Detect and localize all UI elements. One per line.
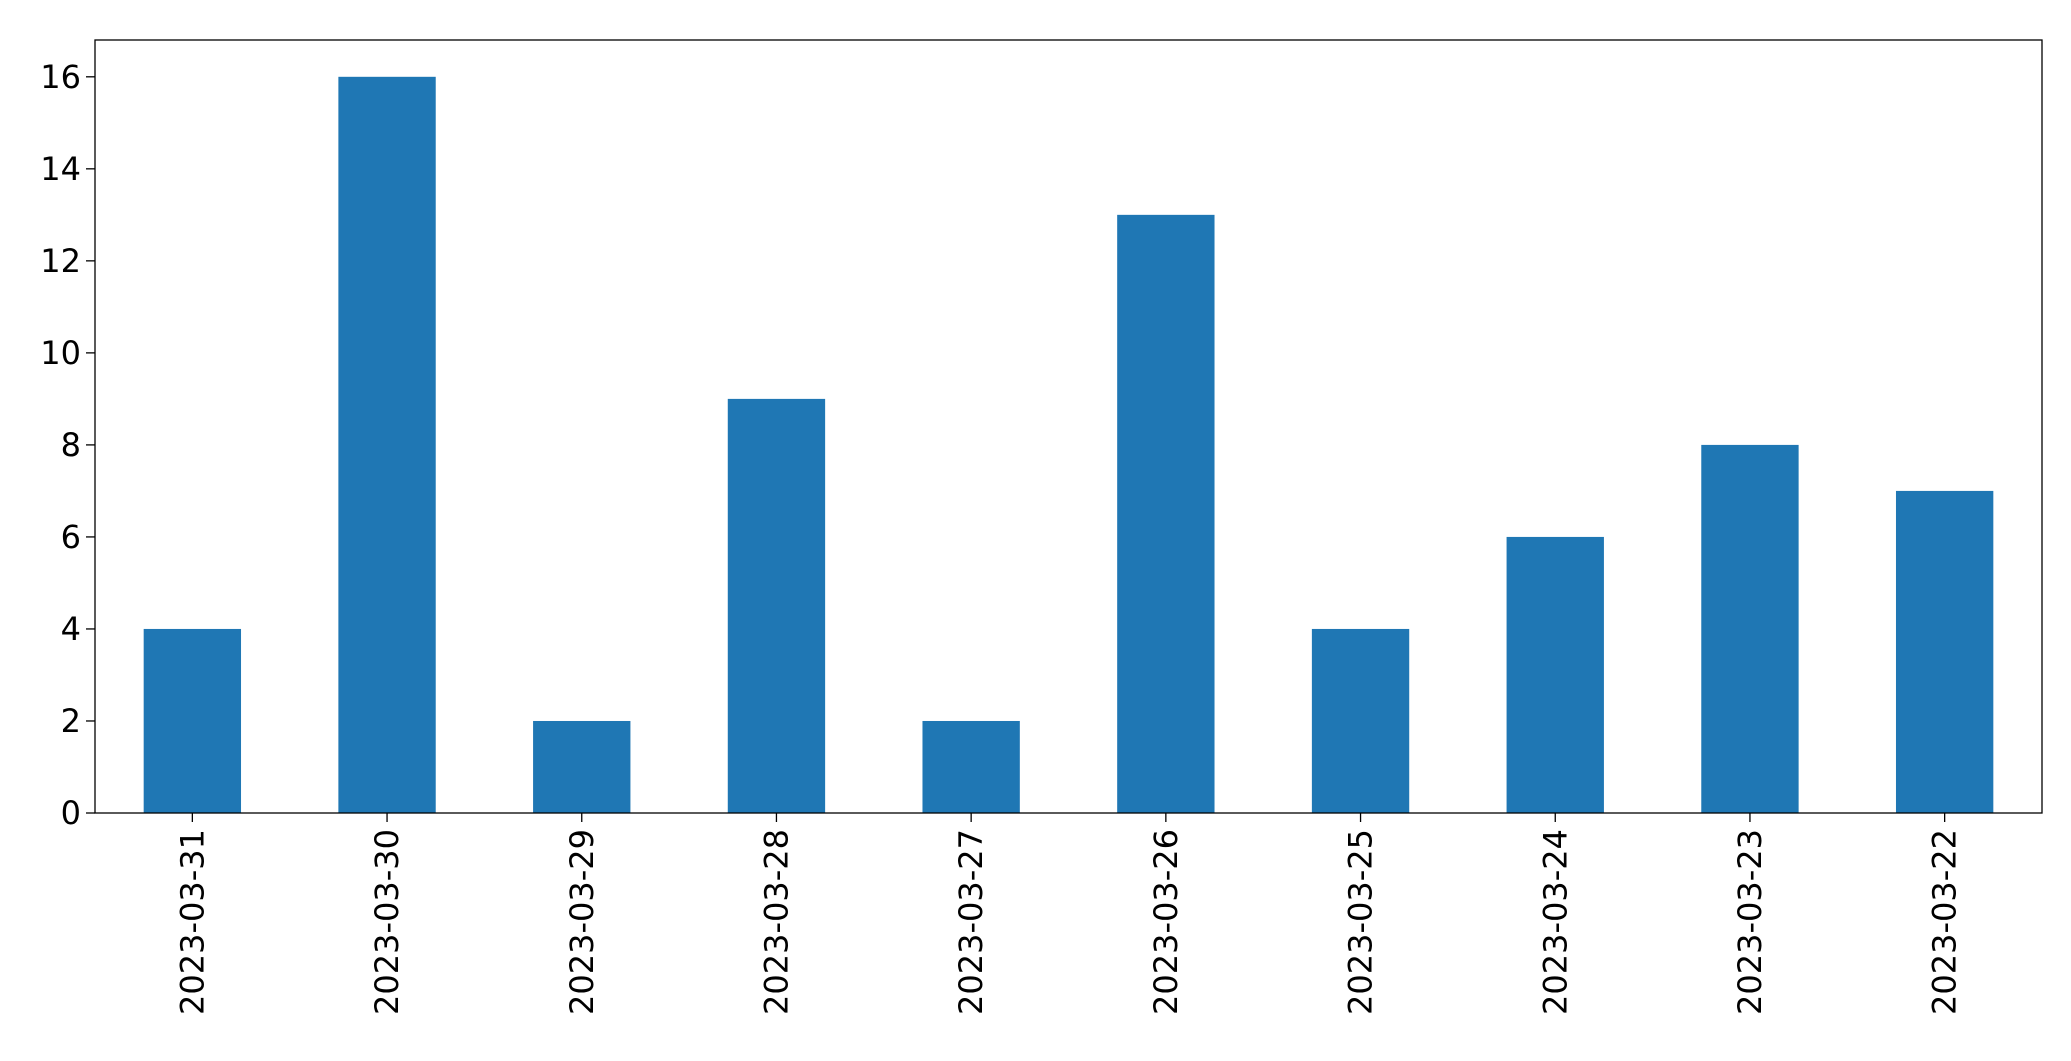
x-tick-label: 2023-03-24 [1536,829,1574,1015]
x-tick-label: 2023-03-25 [1342,829,1380,1015]
bars-group [143,76,1994,814]
bar-2023-03-23 [1701,444,1799,813]
x-tick-label: 2023-03-30 [368,829,406,1015]
y-tick-label: 4 [61,610,81,648]
bar-2023-03-26 [1117,214,1215,814]
y-tick-label: 8 [61,426,81,464]
bar-2023-03-25 [1311,628,1410,813]
y-tick-label: 12 [40,242,81,280]
bar-2023-03-22 [1895,490,1994,813]
x-tick-label: 2023-03-23 [1731,829,1769,1015]
x-tick-label: 2023-03-26 [1147,829,1185,1015]
y-tick-label: 2 [61,702,81,740]
y-tick-label: 0 [61,794,81,832]
x-tick-label: 2023-03-28 [757,829,795,1015]
y-tick-label: 14 [40,150,81,188]
x-tick-label: 2023-03-27 [952,829,990,1015]
bar-2023-03-28 [727,398,826,813]
bar-2023-03-27 [922,720,1020,813]
y-tick-label: 10 [40,334,81,372]
x-tick-label: 2023-03-22 [1926,829,1964,1015]
x-tick-label: 2023-03-29 [563,829,601,1015]
bar-2023-03-30 [338,76,436,814]
y-tick-label: 6 [61,518,81,556]
bar-2023-03-29 [533,720,631,813]
y-tick-label: 16 [40,58,81,96]
x-axis: 2023-03-31 2023-03-30 2023-03-29 2023-03-28… [173,813,1964,1015]
bar-2023-03-31 [143,628,242,813]
x-tick-label: 2023-03-31 [173,829,211,1015]
plot-frame [94,39,2043,814]
bar-2023-03-24 [1506,536,1604,813]
y-axis: 0 2 4 6 8 10 12 14 16 [40,58,95,832]
